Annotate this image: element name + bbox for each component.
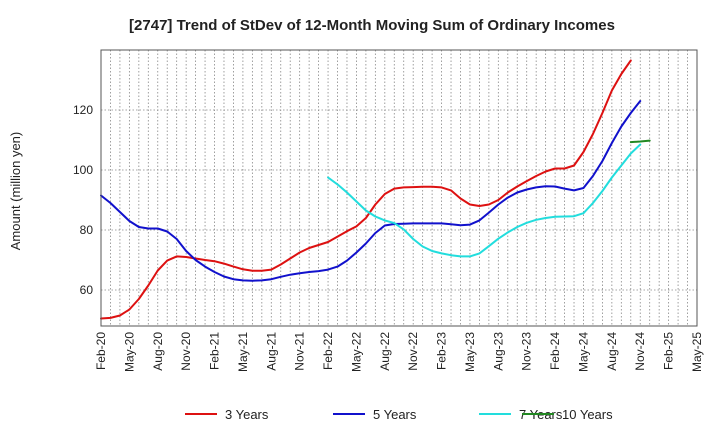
x-tick-label: Aug-20	[151, 332, 165, 371]
y-tick-label: 100	[73, 163, 93, 177]
x-tick-label: Aug-24	[605, 332, 619, 371]
legend: 3 Years 5 Years 7 Years 10 Years	[185, 407, 613, 422]
x-tick-label: Nov-20	[179, 332, 193, 371]
x-tick-label: Feb-25	[662, 332, 676, 370]
series-line-7-years	[327, 143, 642, 258]
x-tick-label: May-22	[349, 332, 363, 372]
legend-label: 10 Years	[562, 407, 613, 422]
x-tick-label: May-20	[122, 332, 136, 372]
x-tick-label: May-23	[463, 332, 477, 372]
x-tick-label: May-21	[236, 332, 250, 372]
series-layer	[100, 59, 651, 320]
x-tick-label: Aug-21	[264, 332, 278, 371]
y-tick-label: 60	[80, 283, 94, 297]
x-tick-label: Feb-22	[321, 332, 335, 370]
x-tick-label: Feb-20	[94, 332, 108, 370]
grid-lines	[101, 50, 697, 326]
x-tick-label: Feb-23	[435, 332, 449, 370]
plot-frame	[100, 49, 698, 327]
x-tick-label: May-25	[690, 332, 704, 372]
x-tick-labels: Feb-20 May-20 Aug-20 Nov-20 Feb-21 May-21 Aug-…	[94, 332, 704, 372]
y-tick-label: 80	[80, 223, 94, 237]
x-tick-label: Nov-21	[293, 332, 307, 371]
x-tick-label: May-24	[576, 332, 590, 372]
series-line-10-years	[629, 139, 651, 144]
x-tick-label: Aug-23	[491, 332, 505, 371]
series-line-5-years	[100, 100, 642, 282]
series-line-3-years	[100, 59, 632, 320]
x-tick-label: Feb-21	[208, 332, 222, 370]
y-tick-label: 120	[73, 103, 93, 117]
legend-label: 5 Years	[373, 407, 417, 422]
x-tick-label: Nov-24	[633, 332, 647, 371]
x-tick-label: Nov-22	[406, 332, 420, 371]
x-tick-label: Nov-23	[520, 332, 534, 371]
legend-label: 3 Years	[225, 407, 269, 422]
y-axis-label: Amount (million yen)	[8, 132, 23, 251]
chart-title: [2747] Trend of StDev of 12-Month Moving…	[129, 17, 615, 34]
x-tick-label: Feb-24	[548, 332, 562, 370]
y-tick-labels: 60 80 100 120	[73, 103, 93, 297]
x-tick-label: Aug-22	[378, 332, 392, 371]
